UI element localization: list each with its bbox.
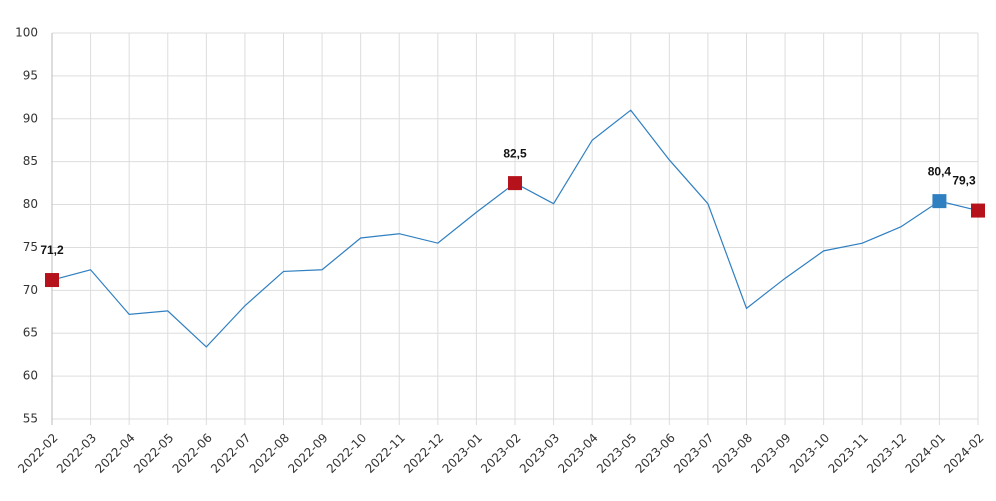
y-tick-label: 70	[23, 283, 38, 297]
y-tick-label: 85	[23, 154, 38, 168]
marker	[508, 176, 522, 191]
value-label: 80,4	[928, 164, 952, 178]
marker	[45, 273, 59, 288]
x-tick-label: 2022-02	[15, 431, 60, 476]
y-tick-label: 80	[23, 197, 38, 211]
marker	[932, 194, 947, 209]
value-label: 82,5	[503, 146, 527, 160]
x-tick-label: 2023-04	[555, 431, 600, 476]
y-tick-label: 75	[23, 240, 38, 254]
x-tick-label: 2022-08	[247, 431, 292, 476]
value-label: 71,2	[40, 243, 64, 257]
x-tick-label: 2023-05	[594, 431, 639, 476]
x-tick-label: 2023-06	[633, 431, 678, 476]
value-label: 79,3	[952, 174, 976, 188]
y-tick-label: 60	[23, 369, 38, 383]
x-tick-label: 2022-10	[324, 431, 369, 476]
y-tick-label: 65	[23, 326, 38, 340]
x-tick-label: 2022-03	[54, 431, 99, 476]
x-tick-label: 2023-11	[825, 431, 870, 476]
x-tick-label: 2023-01	[440, 431, 485, 476]
x-tick-label: 2023-12	[864, 431, 909, 476]
x-tick-label: 2022-09	[285, 431, 330, 476]
marker	[971, 203, 985, 218]
y-tick-label: 100	[15, 26, 38, 40]
x-tick-label: 2023-10	[787, 431, 832, 476]
x-tick-label: 2023-03	[517, 431, 562, 476]
x-tick-label: 2022-04	[92, 431, 137, 476]
x-tick-label: 2022-12	[401, 431, 446, 476]
x-tick-label: 2022-05	[131, 431, 176, 476]
x-tick-label: 2023-09	[748, 431, 793, 476]
y-tick-label: 55	[23, 412, 38, 426]
x-tick-label: 2024-02	[941, 431, 986, 476]
x-tick-label: 2023-08	[710, 431, 755, 476]
y-tick-label: 95	[23, 68, 38, 82]
x-tick-label: 2023-07	[671, 431, 716, 476]
x-tick-label: 2022-07	[208, 431, 253, 476]
x-tick-label: 2022-11	[362, 431, 407, 476]
x-tick-label: 2023-02	[478, 431, 523, 476]
x-tick-label: 2022-06	[170, 431, 215, 476]
x-tick-label: 2024-01	[903, 431, 948, 476]
y-tick-label: 90	[23, 111, 38, 125]
